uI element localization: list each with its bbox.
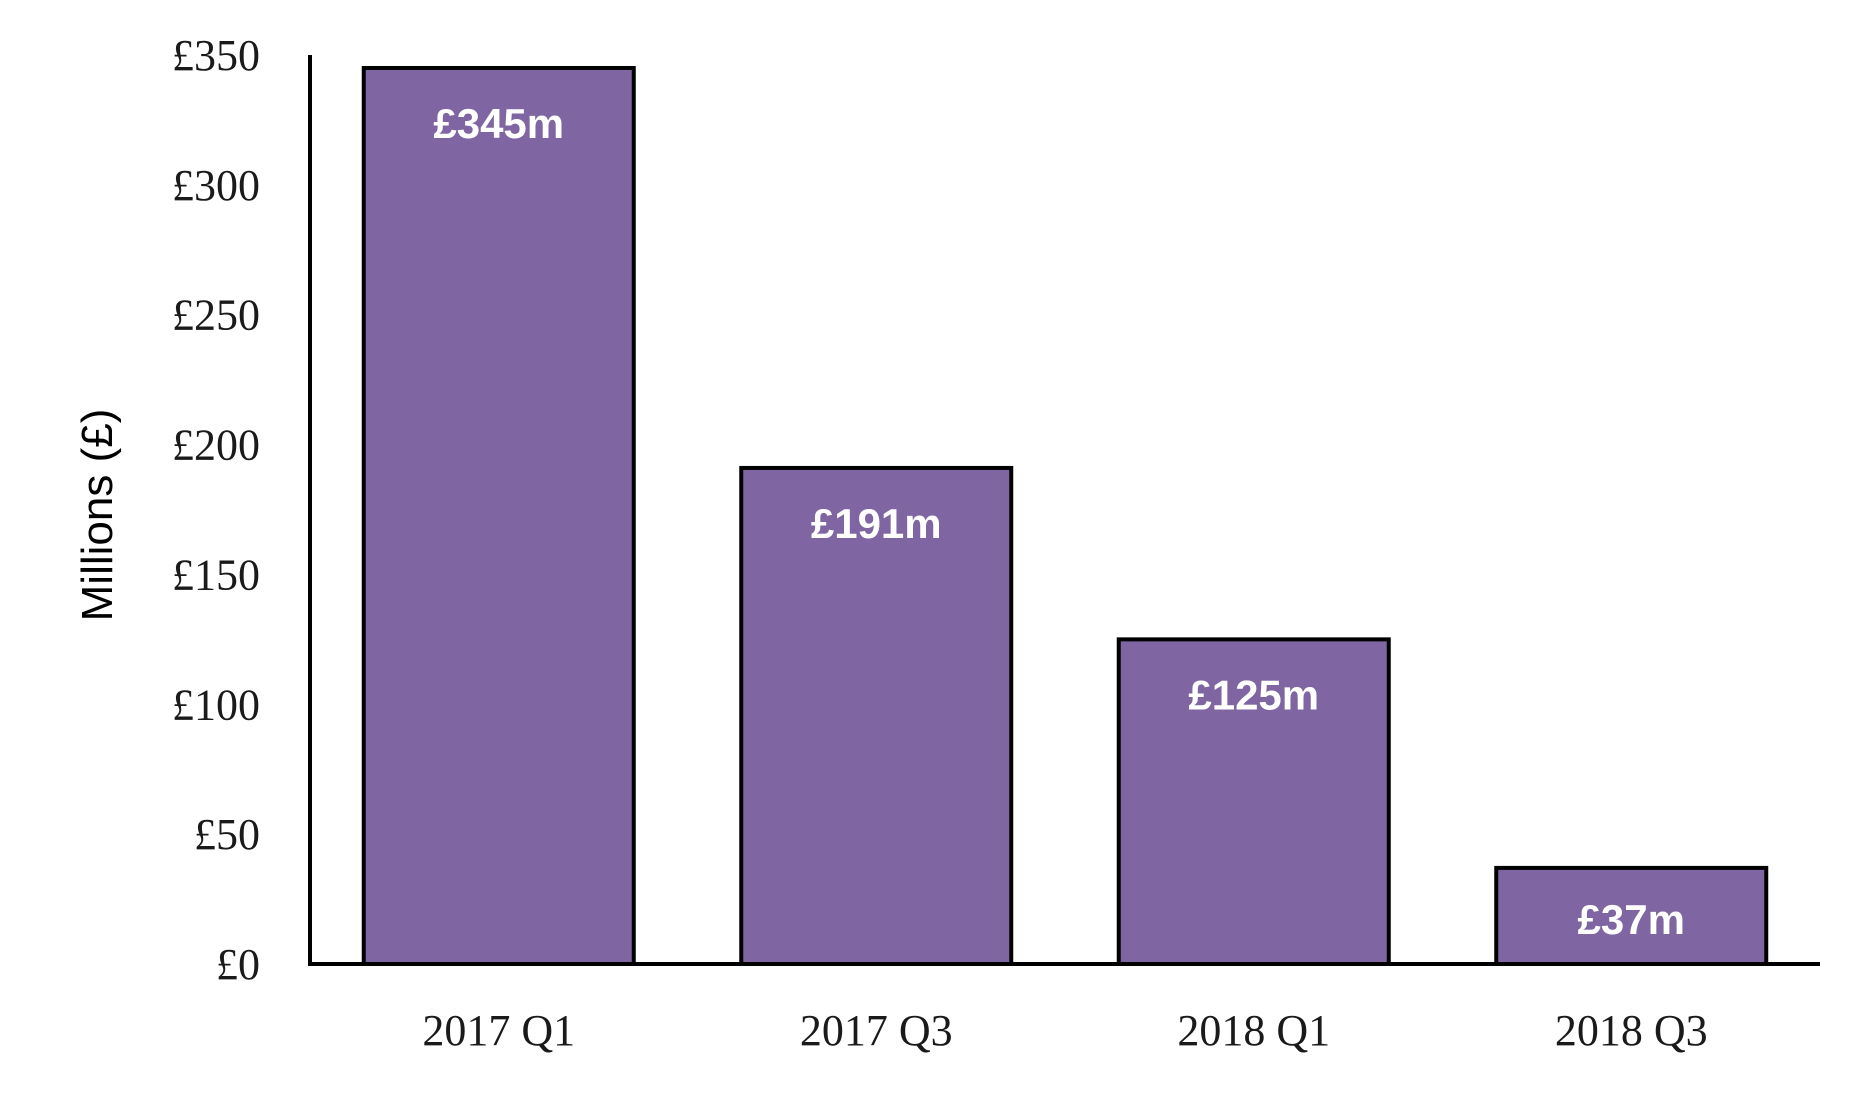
bars xyxy=(361,65,1769,966)
bar-data-label: £37m xyxy=(1578,896,1685,943)
y-tick-label: £250 xyxy=(172,291,260,340)
y-tick-label: £350 xyxy=(172,31,260,80)
bar xyxy=(361,65,636,966)
bar-data-label: £125m xyxy=(1188,671,1319,718)
y-axis-title: Millions (£) xyxy=(73,409,122,622)
bar xyxy=(739,465,1014,966)
y-tick-label: £150 xyxy=(172,550,260,599)
y-tick-labels: £0 £50 £100 £150 £200 £250 £300 £350 xyxy=(172,31,260,989)
y-tick-label: £100 xyxy=(172,680,260,729)
bar xyxy=(1116,637,1391,966)
x-tick-label: 2018 Q1 xyxy=(1177,1006,1330,1055)
x-tick-label: 2017 Q3 xyxy=(800,1006,953,1055)
y-tick-label: £200 xyxy=(172,421,260,470)
bar-data-label: £191m xyxy=(811,500,942,547)
data-labels: £345m £191m £125m £37m xyxy=(433,100,1685,943)
y-tick-label: £300 xyxy=(172,161,260,210)
bar-data-label: £345m xyxy=(433,100,564,147)
x-tick-label: 2017 Q1 xyxy=(422,1006,575,1055)
y-tick-label: £0 xyxy=(216,940,260,989)
y-tick-label: £50 xyxy=(194,810,260,859)
x-tick-label: 2018 Q3 xyxy=(1555,1006,1708,1055)
x-tick-labels: 2017 Q1 2017 Q3 2018 Q1 2018 Q3 xyxy=(422,1006,1707,1055)
